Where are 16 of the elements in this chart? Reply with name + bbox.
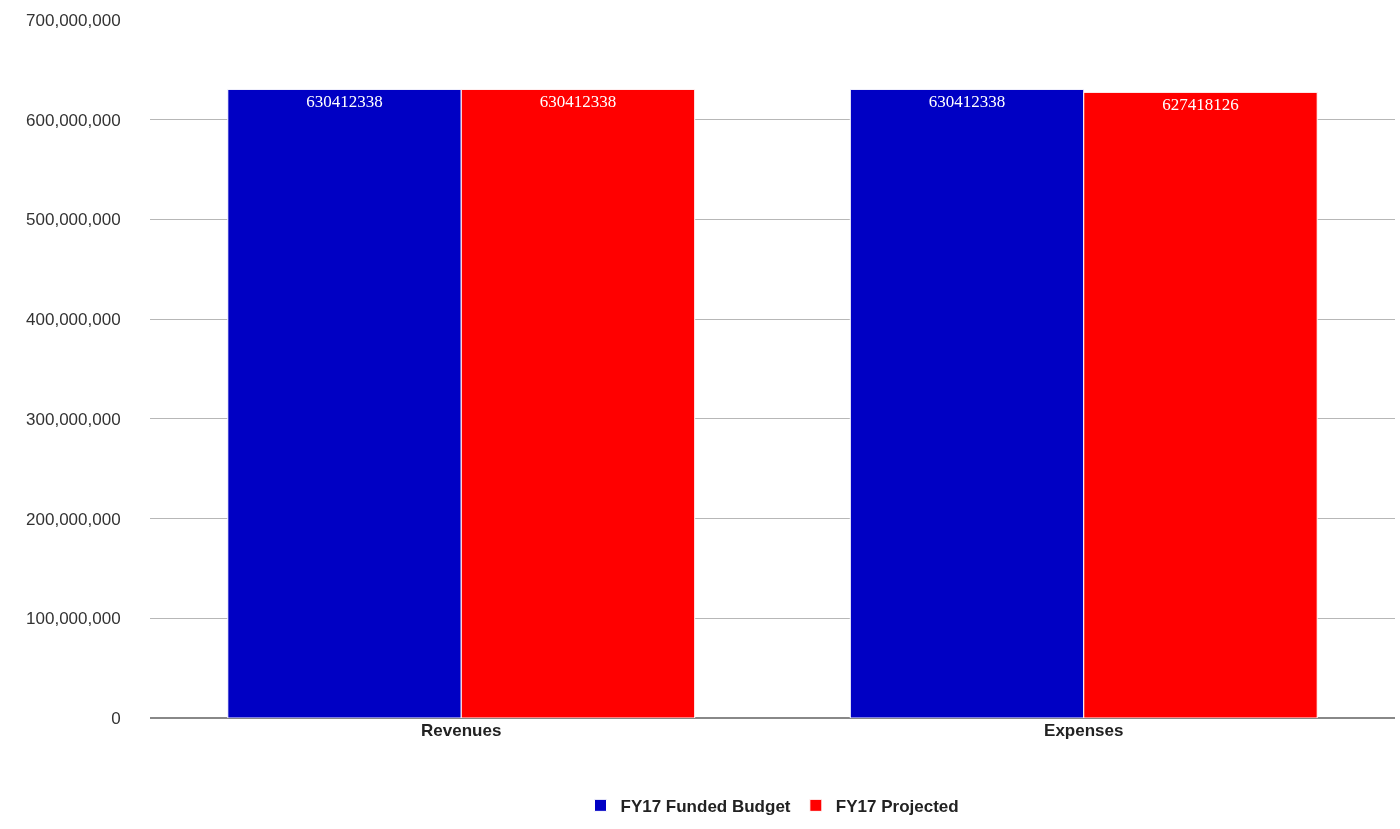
- y-tick-label: 300,000,000: [26, 409, 121, 429]
- y-tick-label: 700,000,000: [26, 10, 121, 30]
- y-tick-label: 200,000,000: [26, 509, 121, 529]
- y-tick-label: 0: [111, 708, 121, 728]
- data-label: 630412338: [539, 92, 617, 112]
- y-tick-label: 500,000,000: [26, 210, 121, 230]
- x-tick-label: Revenues: [421, 721, 502, 740]
- y-tick-label: 600,000,000: [26, 110, 121, 130]
- data-label: 630412338: [306, 92, 383, 112]
- data-label: 630412338: [928, 92, 1006, 112]
- data-label: 627418126: [1162, 95, 1239, 115]
- legend-label: FY17 Funded Budget: [620, 796, 791, 816]
- x-tick-label: Expenses: [1044, 721, 1124, 740]
- y-tick-label: 100,000,000: [26, 609, 121, 629]
- y-tick-label: 400,000,000: [26, 310, 121, 330]
- legend-label: FY17 Projected: [835, 796, 959, 816]
